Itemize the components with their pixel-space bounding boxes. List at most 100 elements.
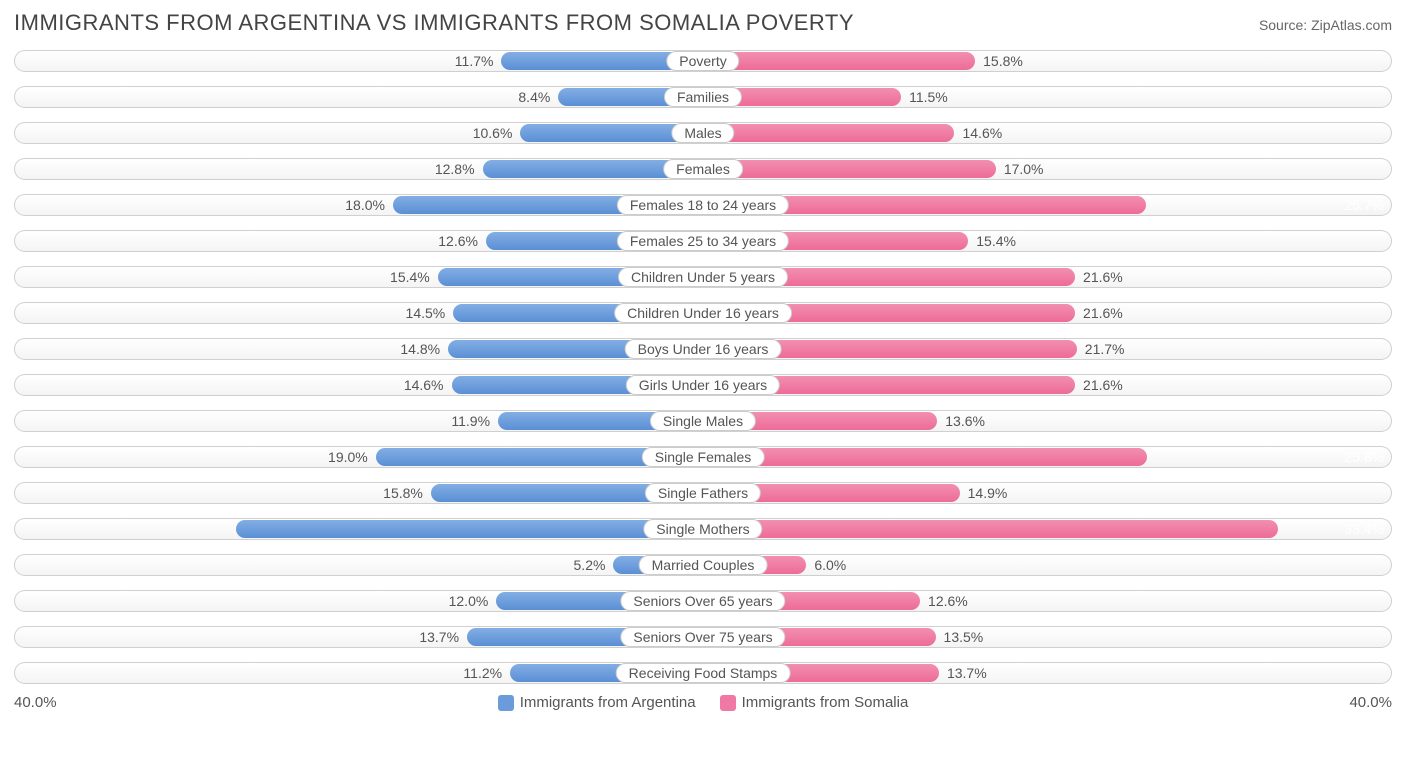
value-label-right: 6.0% [814, 557, 846, 573]
category-label: Boys Under 16 years [625, 339, 782, 359]
value-label-right: 15.8% [983, 53, 1023, 69]
chart-row: 11.9%13.6%Single Males [14, 406, 1392, 436]
right-half: 15.8% [703, 46, 1392, 76]
left-half: 14.8% [14, 334, 703, 364]
value-label-left: 12.0% [449, 593, 489, 609]
legend-swatch-right [720, 695, 736, 711]
category-label: Females [663, 159, 743, 179]
category-label: Children Under 5 years [618, 267, 788, 287]
chart-title: IMMIGRANTS FROM ARGENTINA VS IMMIGRANTS … [14, 10, 854, 36]
right-half: 13.6% [703, 406, 1392, 436]
value-label-left: 5.2% [574, 557, 606, 573]
chart-row: 13.7%13.5%Seniors Over 75 years [14, 622, 1392, 652]
category-label: Single Fathers [645, 483, 761, 503]
category-label: Seniors Over 65 years [620, 591, 785, 611]
right-half: 25.8% [703, 442, 1392, 472]
chart-row: 12.6% 15.4% Females 25 to 34 years [14, 226, 1392, 256]
category-label: Single Mothers [643, 519, 762, 539]
chart-row: 8.4% 11.5% Families [14, 82, 1392, 112]
left-half: 12.0% [14, 586, 703, 616]
legend-item-left: Immigrants from Argentina [498, 694, 696, 711]
value-label-left: 12.8% [435, 161, 475, 177]
left-half: 12.6% [14, 226, 703, 256]
chart-row: 18.0%25.7%Females 18 to 24 years [14, 190, 1392, 220]
legend: Immigrants from Argentina Immigrants fro… [57, 694, 1350, 711]
left-half: 19.0% [14, 442, 703, 472]
bar-right [703, 52, 975, 70]
value-label-right: 12.6% [928, 593, 968, 609]
bar-right [703, 448, 1147, 466]
category-label: Families [664, 87, 742, 107]
value-label-right: 21.7% [1085, 341, 1125, 357]
chart-row: 11.7%15.8%Poverty [14, 46, 1392, 76]
left-half: 14.6% [14, 370, 703, 400]
value-label-right: 14.6% [962, 125, 1002, 141]
value-label-right: 21.6% [1083, 269, 1123, 285]
left-half: 14.5% [14, 298, 703, 328]
right-half: 21.6% [703, 298, 1392, 328]
value-label-left: 12.6% [438, 233, 478, 249]
chart-row: 10.6%14.6%Males [14, 118, 1392, 148]
value-label-right: 25.7% [1344, 197, 1384, 213]
category-label: Seniors Over 75 years [620, 627, 785, 647]
chart-row: 14.6% 21.6% Girls Under 16 years [14, 370, 1392, 400]
left-half: 10.6% [14, 118, 703, 148]
chart-row: 14.8% 21.7% Boys Under 16 years [14, 334, 1392, 364]
category-label: Girls Under 16 years [626, 375, 780, 395]
left-half: 27.1% [14, 514, 703, 544]
chart-row: 15.4% 21.6% Children Under 5 years [14, 262, 1392, 292]
category-label: Females 25 to 34 years [617, 231, 789, 251]
category-label: Children Under 16 years [614, 303, 792, 323]
left-half: 12.8% [14, 154, 703, 184]
left-half: 18.0% [14, 190, 703, 220]
track [703, 554, 1392, 576]
chart-row: 5.2%6.0%Married Couples [14, 550, 1392, 580]
value-label-left: 10.6% [473, 125, 513, 141]
right-half: 6.0% [703, 550, 1392, 580]
value-label-right: 11.5% [909, 89, 948, 105]
header: IMMIGRANTS FROM ARGENTINA VS IMMIGRANTS … [14, 10, 1392, 36]
right-half: 11.5% [703, 82, 1392, 112]
right-half: 14.9% [703, 478, 1392, 508]
left-half: 15.4% [14, 262, 703, 292]
chart-row: 14.5% 21.6% Children Under 16 years [14, 298, 1392, 328]
value-label-right: 25.8% [1344, 449, 1384, 465]
value-label-left: 15.4% [390, 269, 430, 285]
value-label-right: 15.4% [976, 233, 1016, 249]
value-label-right: 13.6% [945, 413, 985, 429]
chart-row: 12.8%17.0%Females [14, 154, 1392, 184]
chart-footer: 40.0% Immigrants from Argentina Immigran… [14, 694, 1392, 711]
value-label-left: 19.0% [328, 449, 368, 465]
right-half: 21.6% [703, 262, 1392, 292]
value-label-right: 21.6% [1083, 305, 1123, 321]
diverging-bar-chart: 11.7%15.8%Poverty8.4%11.5%Families10.6%1… [14, 46, 1392, 688]
axis-max-right: 40.0% [1349, 694, 1392, 711]
value-label-right: 13.7% [947, 665, 987, 681]
chart-row: 11.2% 13.7% Receiving Food Stamps [14, 658, 1392, 688]
right-half: 25.7% [703, 190, 1392, 220]
value-label-left: 11.9% [451, 413, 490, 429]
legend-label-left: Immigrants from Argentina [520, 694, 696, 711]
value-label-left: 14.8% [400, 341, 440, 357]
bar-right [703, 124, 954, 142]
value-label-left: 13.7% [419, 629, 459, 645]
left-half: 11.2% [14, 658, 703, 688]
right-half: 12.6% [703, 586, 1392, 616]
value-label-right: 33.4% [1344, 521, 1384, 537]
value-label-left: 15.8% [383, 485, 423, 501]
left-half: 8.4% [14, 82, 703, 112]
chart-row: 19.0%25.8%Single Females [14, 442, 1392, 472]
bar-right [703, 520, 1278, 538]
category-label: Poverty [666, 51, 739, 71]
chart-row: 12.0% 12.6% Seniors Over 65 years [14, 586, 1392, 616]
value-label-left: 8.4% [518, 89, 550, 105]
category-label: Receiving Food Stamps [616, 663, 791, 683]
right-half: 15.4% [703, 226, 1392, 256]
value-label-left: 11.2% [463, 665, 502, 681]
left-half: 11.9% [14, 406, 703, 436]
axis-max-left: 40.0% [14, 694, 57, 711]
value-label-right: 21.6% [1083, 377, 1123, 393]
value-label-left: 18.0% [345, 197, 385, 213]
left-half: 5.2% [14, 550, 703, 580]
source-prefix: Source: [1259, 17, 1311, 33]
